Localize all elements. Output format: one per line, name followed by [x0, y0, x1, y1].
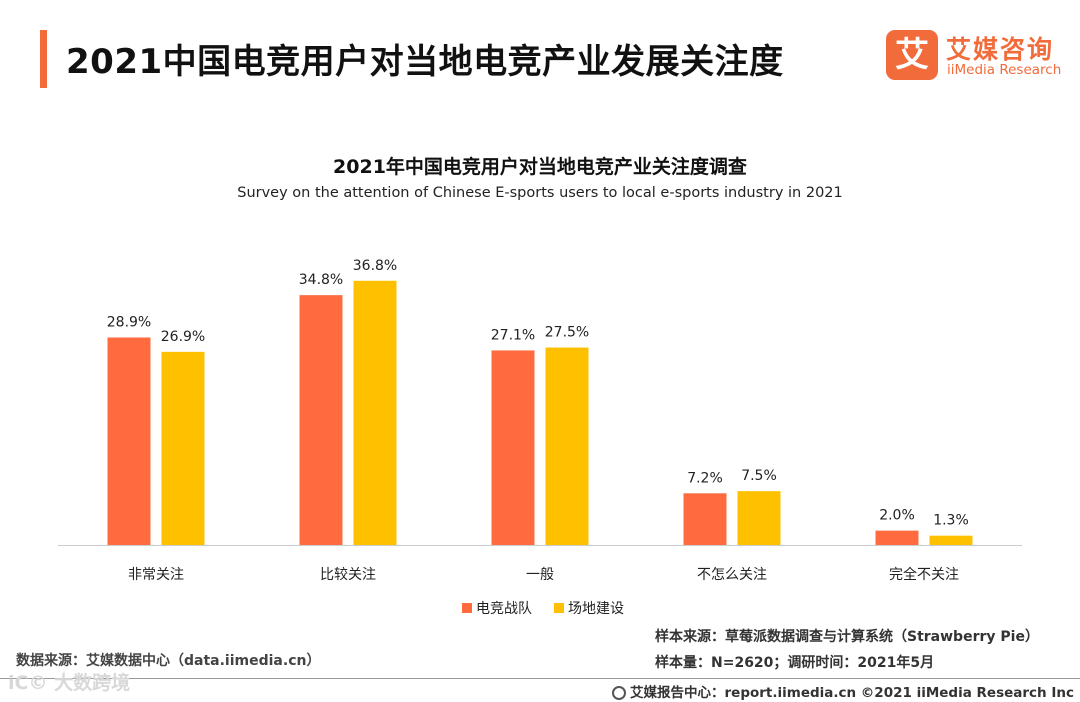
- brand-logo-icon: 艾: [886, 30, 938, 80]
- bar-2-3: [545, 347, 589, 545]
- data-label-1-2: 34.8%: [299, 272, 343, 288]
- chart-title: 2021年中国电竞用户对当地电竞产业关注度调查: [333, 156, 747, 178]
- category-label-2: 比较关注: [320, 567, 376, 583]
- bar-2-4: [737, 491, 781, 545]
- bar-2-5: [929, 535, 973, 545]
- data-label-2-3: 27.5%: [545, 325, 589, 341]
- legend-swatch-2: [554, 603, 564, 613]
- data-label-1-5: 2.0%: [879, 508, 915, 524]
- data-label-1-1: 28.9%: [107, 314, 151, 330]
- page-title: 2021中国电竞用户对当地电竞产业发展关注度: [66, 42, 784, 82]
- legend-label-2: 场地建设: [568, 601, 624, 617]
- sample-size-note: 样本量：N=2620；调研时间：2021年5月: [655, 655, 935, 671]
- footer-divider: [0, 678, 1080, 679]
- category-label-3: 一般: [526, 567, 554, 583]
- data-label-1-4: 7.2%: [687, 470, 723, 486]
- data-label-2-1: 26.9%: [161, 329, 205, 345]
- chart-subtitle: Survey on the attention of Chinese E-spo…: [237, 185, 843, 201]
- title-accent-bar: [40, 30, 47, 88]
- data-label-1-3: 27.1%: [491, 327, 535, 343]
- watermark: iC© 大数跨境: [8, 672, 131, 694]
- data-label-2-4: 7.5%: [741, 468, 777, 484]
- legend-swatch-1: [462, 603, 472, 613]
- brand-name-en: iiMedia Research: [947, 62, 1062, 78]
- sample-source-note: 样本来源：草莓派数据调查与计算系统（Strawberry Pie）: [655, 629, 1039, 645]
- legend-label-1: 电竞战队: [476, 600, 532, 617]
- category-label-4: 不怎么关注: [697, 567, 767, 583]
- bar-1-3: [491, 350, 535, 545]
- footer: 艾媒报告中心：report.iimedia.cn ©2021 iiMedia R…: [612, 681, 1074, 701]
- bar-2-2: [353, 280, 397, 545]
- globe-icon: [612, 686, 626, 700]
- bar-2-1: [161, 351, 205, 545]
- bar-1-1: [107, 337, 151, 545]
- bar-1-5: [875, 530, 919, 545]
- bar-1-4: [683, 493, 727, 545]
- brand-name-cn: 艾媒咨询: [946, 35, 1055, 64]
- footer-text: 艾媒报告中心：report.iimedia.cn ©2021 iiMedia R…: [630, 685, 1074, 701]
- data-source-note: 数据来源：艾媒数据中心（data.iimedia.cn）: [16, 653, 321, 669]
- category-label-1: 非常关注: [128, 567, 184, 583]
- bar-1-2: [299, 295, 343, 545]
- category-label-5: 完全不关注: [889, 566, 959, 583]
- data-label-2-5: 1.3%: [933, 513, 969, 529]
- data-label-2-2: 36.8%: [353, 258, 397, 274]
